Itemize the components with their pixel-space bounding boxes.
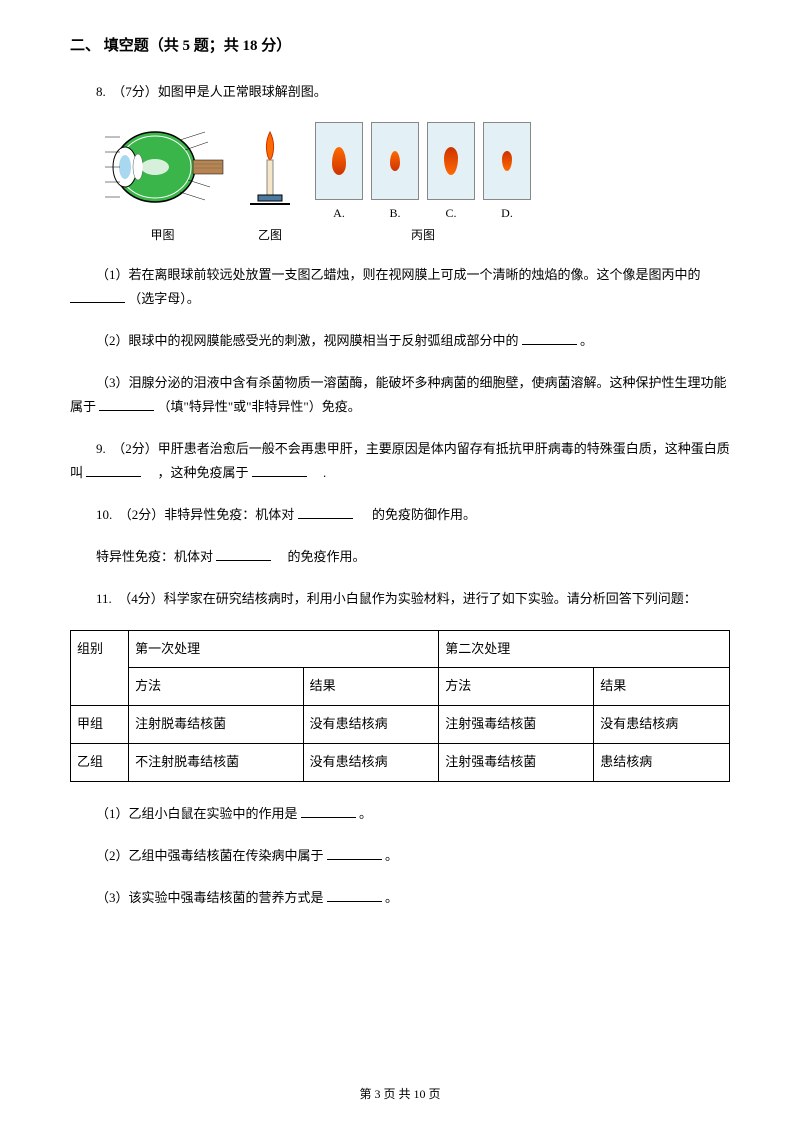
blank-input[interactable] — [301, 804, 356, 818]
page-footer: 第 3 页 共 10 页 — [0, 1085, 800, 1102]
q9: 9. （2分）甲肝患者治愈后一般不会再患甲肝，主要原因是体内留存有抵抗甲肝病毒的… — [70, 437, 730, 485]
flame-set: A. B. C. D. — [315, 122, 531, 200]
th-result: 结果 — [303, 668, 439, 706]
q10-l2b: 的免疫作用。 — [275, 549, 366, 564]
blank-input[interactable] — [99, 397, 154, 411]
q11-s3a: （3）该实验中强毒结核菌的营养方式是 — [96, 890, 324, 905]
flame-set-group: A. B. C. D. 丙图 — [315, 122, 531, 243]
cell: 注射脱毒结核菌 — [129, 706, 303, 744]
figure-container: 甲图 乙图 A. B. C. — [100, 122, 730, 243]
blank-input[interactable] — [252, 463, 307, 477]
cell: 患结核病 — [594, 743, 730, 781]
flame-icon — [444, 147, 458, 175]
cell: 不注射脱毒结核菌 — [129, 743, 303, 781]
th-result: 结果 — [594, 668, 730, 706]
flame-icon — [502, 151, 512, 171]
q11-header: 11. （4分）科学家在研究结核病时，利用小白鼠作为实验材料，进行了如下实验。请… — [70, 587, 730, 611]
q8-sub3-b: （填"特异性"或"非特异性"）免疫。 — [158, 399, 361, 414]
label-c: C. — [445, 206, 456, 221]
th-method: 方法 — [129, 668, 303, 706]
q8-sub1: （1）若在离眼球前较远处放置一支图乙蜡烛，则在视网膜上可成一个清晰的烛焰的像。这… — [70, 263, 730, 311]
table-row: 方法 结果 方法 结果 — [71, 668, 730, 706]
eye-diagram-group: 甲图 — [100, 122, 225, 243]
q10-line2: 特异性免疫：机体对 的免疫作用。 — [70, 545, 730, 569]
flame-d: D. — [483, 122, 531, 200]
candle-group: 乙图 — [240, 122, 300, 243]
q11-sub1: （1）乙组小白鼠在实验中的作用是 。 — [70, 802, 730, 826]
q8-sub2-a: （2）眼球中的视网膜能感受光的刺激，视网膜相当于反射弧组成部分中的 — [96, 333, 519, 348]
flame-c: C. — [427, 122, 475, 200]
label-b: B. — [389, 206, 400, 221]
q8-sub1-text: （1）若在离眼球前较远处放置一支图乙蜡烛，则在视网膜上可成一个清晰的烛焰的像。这… — [96, 267, 701, 282]
section-title: 二、 填空题（共 5 题；共 18 分） — [70, 34, 730, 55]
q11-s1a: （1）乙组小白鼠在实验中的作用是 — [96, 806, 298, 821]
blank-input[interactable] — [216, 547, 271, 561]
cell: 没有患结核病 — [303, 743, 439, 781]
q11-s2a: （2）乙组中强毒结核菌在传染病中属于 — [96, 848, 324, 863]
table-row: 组别 第一次处理 第二次处理 — [71, 630, 730, 668]
th-second: 第二次处理 — [439, 630, 730, 668]
table-row: 乙组 不注射脱毒结核菌 没有患结核病 注射强毒结核菌 患结核病 — [71, 743, 730, 781]
q10-line1: 10. （2分）非特异性免疫：机体对 的免疫防御作用。 — [70, 503, 730, 527]
cell: 没有患结核病 — [594, 706, 730, 744]
bing-label: 丙图 — [315, 226, 531, 243]
th-method: 方法 — [439, 668, 594, 706]
q11-sub2: （2）乙组中强毒结核菌在传染病中属于 。 — [70, 844, 730, 868]
blank-input[interactable] — [327, 888, 382, 902]
cell: 注射强毒结核菌 — [439, 743, 594, 781]
q11-s2b: 。 — [385, 848, 398, 863]
cell: 甲组 — [71, 706, 129, 744]
label-d: D. — [501, 206, 513, 221]
q8-header: 8. （7分）如图甲是人正常眼球解剖图。 — [70, 80, 730, 104]
blank-input[interactable] — [522, 331, 577, 345]
blank-input[interactable] — [298, 505, 353, 519]
q8-sub2: （2）眼球中的视网膜能感受光的刺激，视网膜相当于反射弧组成部分中的 。 — [70, 329, 730, 353]
th-first: 第一次处理 — [129, 630, 439, 668]
yi-label: 乙图 — [240, 226, 300, 243]
q10-a: 10. （2分）非特异性免疫：机体对 — [96, 507, 294, 522]
flame-icon — [332, 147, 346, 175]
flame-a: A. — [315, 122, 363, 200]
flame-b: B. — [371, 122, 419, 200]
q11-sub3: （3）该实验中强毒结核菌的营养方式是 。 — [70, 886, 730, 910]
cell: 乙组 — [71, 743, 129, 781]
q9-c: . — [310, 465, 326, 480]
q8-sub2-b: 。 — [580, 333, 593, 348]
q8-sub3: （3）泪腺分泌的泪液中含有杀菌物质一溶菌酶，能破坏多种病菌的细胞壁，使病菌溶解。… — [70, 371, 730, 419]
q11-s3b: 。 — [385, 890, 398, 905]
label-a: A. — [333, 206, 345, 221]
eye-diagram — [100, 122, 225, 222]
cell: 注射强毒结核菌 — [439, 706, 594, 744]
blank-input[interactable] — [86, 463, 141, 477]
blank-input[interactable] — [327, 846, 382, 860]
q10-l2a: 特异性免疫：机体对 — [96, 549, 213, 564]
experiment-table: 组别 第一次处理 第二次处理 方法 结果 方法 结果 甲组 注射脱毒结核菌 没有… — [70, 630, 730, 782]
jia-label: 甲图 — [100, 226, 225, 243]
flame-icon — [390, 151, 400, 171]
table-row: 甲组 注射脱毒结核菌 没有患结核病 注射强毒结核菌 没有患结核病 — [71, 706, 730, 744]
cell: 没有患结核病 — [303, 706, 439, 744]
q9-b: ，这种免疫属于 — [145, 465, 249, 480]
q11-s1b: 。 — [359, 806, 372, 821]
q10-b: 的免疫防御作用。 — [356, 507, 476, 522]
q8-sub1-tail: （选字母）。 — [128, 291, 200, 306]
blank-input[interactable] — [70, 289, 125, 303]
th-group: 组别 — [71, 630, 129, 706]
candle-diagram — [240, 122, 300, 222]
